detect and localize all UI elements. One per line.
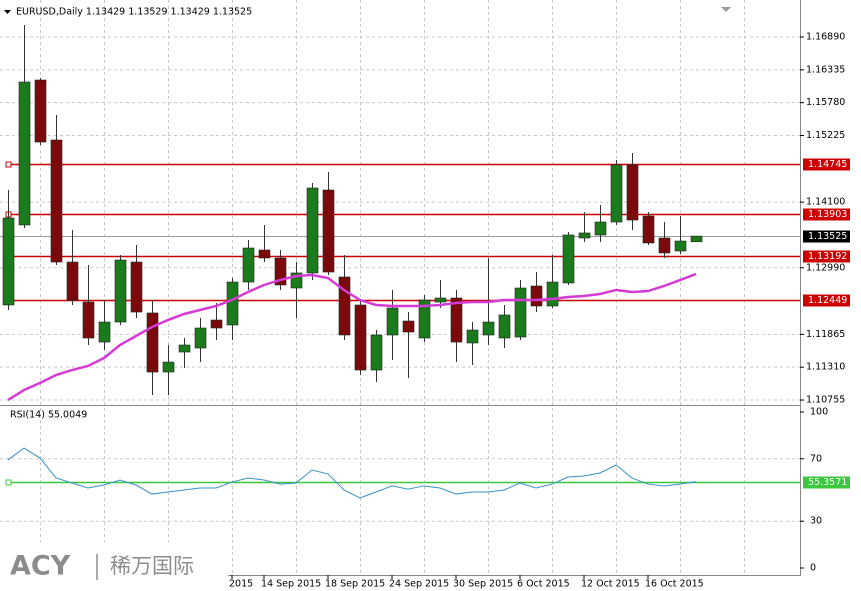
y-tick-label: 1.11865 bbox=[806, 329, 845, 340]
menu-triangle bbox=[4, 10, 11, 14]
candle-body bbox=[402, 320, 415, 333]
candle-body bbox=[306, 187, 319, 274]
candle-body bbox=[370, 334, 383, 371]
candle-body bbox=[242, 247, 255, 283]
candle-body bbox=[498, 314, 511, 339]
level-label: 1.14745 bbox=[808, 159, 847, 170]
y-tick-label: 1.14100 bbox=[806, 197, 845, 208]
candle-body bbox=[514, 287, 527, 338]
y-tick-label: 1.10755 bbox=[806, 395, 845, 406]
candle-body bbox=[66, 261, 79, 301]
rsi-level-label: 55.3571 bbox=[808, 477, 847, 488]
x-tick-label: 12 Oct 2015 bbox=[581, 579, 640, 590]
candle-body bbox=[50, 139, 63, 263]
candle-body bbox=[18, 81, 31, 226]
candle-body bbox=[546, 281, 559, 307]
candle-body bbox=[354, 304, 367, 371]
current-price-label: 1.13525 bbox=[808, 231, 847, 242]
level-label: 1.13903 bbox=[808, 209, 847, 220]
candle-body bbox=[610, 164, 623, 223]
candle-body bbox=[434, 297, 447, 303]
candle-body bbox=[258, 249, 271, 259]
x-tick-label: 6 Oct 2015 bbox=[517, 579, 570, 590]
candle-body bbox=[274, 257, 287, 286]
candle-body bbox=[2, 217, 15, 306]
candle-body bbox=[594, 221, 607, 236]
candle-body bbox=[482, 321, 495, 336]
candle-body bbox=[674, 240, 687, 252]
candle-body bbox=[130, 261, 143, 313]
plot bbox=[0, 24, 800, 499]
x-tick-label: 14 Sep 2015 bbox=[261, 579, 321, 590]
level-label-box bbox=[803, 250, 850, 263]
candle-body bbox=[226, 281, 239, 326]
candle-body bbox=[578, 232, 591, 239]
level-label-box bbox=[803, 158, 850, 171]
candle-body bbox=[178, 344, 191, 353]
candle-body bbox=[626, 164, 639, 221]
candle-body bbox=[562, 234, 575, 284]
y-tick-label: 1.11310 bbox=[806, 362, 845, 373]
level-label: 1.12449 bbox=[808, 295, 847, 306]
candle-body bbox=[146, 312, 159, 373]
candle-body bbox=[162, 361, 175, 373]
candle-body bbox=[386, 307, 399, 336]
y-tick-label: 100 bbox=[810, 407, 828, 418]
rsi-line bbox=[7, 447, 697, 499]
y-tick-label: 70 bbox=[810, 453, 822, 464]
candle-body bbox=[530, 285, 543, 307]
level-label-box bbox=[803, 208, 850, 221]
candle-body bbox=[418, 299, 431, 339]
logo-background bbox=[0, 542, 228, 591]
x-tick-label: 30 Sep 2015 bbox=[453, 579, 513, 590]
candle-body bbox=[98, 321, 111, 343]
y-tick-label: 1.16890 bbox=[806, 31, 845, 42]
level-label: 1.13192 bbox=[808, 251, 847, 262]
candle-body bbox=[338, 276, 351, 336]
chart-title: EURUSD,Daily 1.13429 1.13529 1.13429 1.1… bbox=[16, 7, 252, 18]
scroll-marker bbox=[721, 7, 731, 12]
y-tick-label: 1.15225 bbox=[806, 130, 845, 141]
x-tick-label: 24 Sep 2015 bbox=[389, 579, 449, 590]
grid bbox=[0, 0, 800, 575]
candle-body bbox=[658, 237, 671, 254]
candle-body bbox=[450, 297, 463, 343]
logo-brand: ACY bbox=[10, 551, 71, 582]
x-tick-label: 2015 bbox=[229, 579, 253, 590]
moving-average bbox=[7, 272, 697, 402]
x-tick-label: 16 Oct 2015 bbox=[645, 579, 704, 590]
labels: 1.16890 1.16335 1.15780 1.15225 1.14100 1.129… bbox=[229, 31, 850, 590]
y-tick-label: 0 bbox=[810, 563, 816, 574]
candle-body bbox=[642, 215, 655, 244]
y-tick-label: 1.12990 bbox=[806, 262, 845, 273]
level-handle bbox=[5, 161, 12, 168]
y-tick-label: 1.16335 bbox=[806, 64, 845, 75]
level-handle bbox=[5, 479, 12, 486]
candle-body bbox=[34, 79, 47, 143]
candle-body bbox=[114, 259, 127, 323]
current-price-box bbox=[803, 230, 850, 243]
candle-body bbox=[690, 235, 703, 243]
x-tick-label: 18 Sep 2015 bbox=[325, 579, 385, 590]
candle-body bbox=[466, 329, 479, 344]
y-tick-label: 30 bbox=[810, 516, 822, 527]
candle-body bbox=[290, 272, 303, 289]
logo-name: 稀万国际 bbox=[110, 554, 194, 578]
candle-body bbox=[194, 327, 207, 349]
rsi-level-box bbox=[803, 476, 850, 489]
candle-body bbox=[82, 301, 95, 339]
indicator-title: RSI(14) 55.0049 bbox=[10, 410, 87, 421]
y-tick-label: 1.15780 bbox=[806, 97, 845, 108]
logo: ACY 稀万国际 bbox=[0, 542, 228, 591]
candle-body bbox=[322, 189, 335, 273]
level-label-box bbox=[803, 294, 850, 307]
candle-body bbox=[210, 319, 223, 329]
